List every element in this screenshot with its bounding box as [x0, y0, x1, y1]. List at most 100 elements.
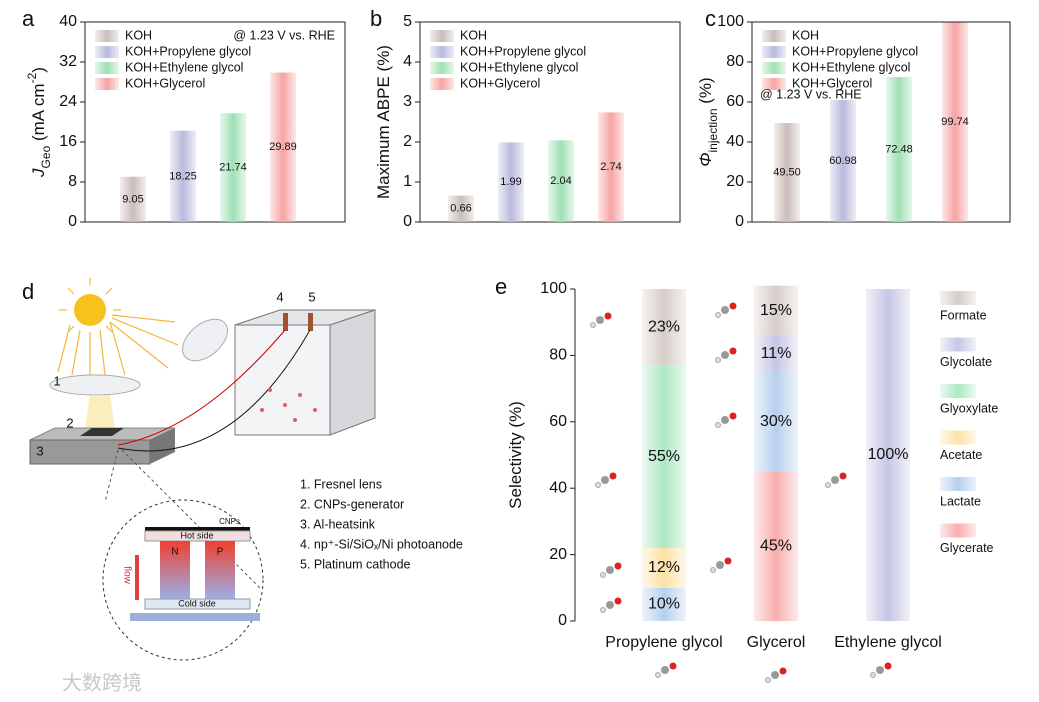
y-axis-label-part: injection	[706, 108, 720, 152]
y-tick-label: 32	[59, 53, 77, 70]
bar	[942, 22, 968, 222]
legend-label: Glycerate	[940, 541, 994, 555]
molecule-atom	[606, 566, 614, 574]
legend-swatch	[95, 62, 119, 74]
legend-swatch	[430, 30, 454, 42]
bubbles	[260, 388, 317, 422]
molecule-atom	[590, 322, 596, 328]
legend-label: Formate	[940, 308, 987, 322]
data-label: 0.66	[450, 203, 471, 215]
light-beam	[85, 395, 115, 430]
inset-heatsink	[130, 613, 260, 621]
plot-frame	[84, 21, 346, 223]
y-tick-label: 5	[403, 13, 412, 30]
legend-swatch	[95, 46, 119, 58]
sun	[74, 294, 106, 326]
legend-label: KOH	[792, 28, 819, 42]
y-axis-label-part: )	[29, 67, 48, 73]
bar-segment	[642, 547, 686, 588]
molecule-atom	[884, 662, 892, 670]
molecule-atom	[601, 476, 609, 484]
data-label: 55%	[648, 448, 680, 465]
data-label: 11%	[761, 345, 792, 362]
legend-swatch	[95, 30, 119, 42]
y-tick-label: 100	[717, 13, 744, 30]
bar	[548, 140, 574, 222]
legend-swatch	[940, 337, 976, 352]
molecule-atom	[716, 561, 724, 569]
p-leg	[205, 541, 235, 599]
data-label: 15%	[760, 302, 792, 319]
molecule-atom	[729, 412, 737, 420]
bar-segment	[642, 289, 686, 366]
y-tick-label: 16	[59, 133, 77, 150]
data-label: 12%	[648, 559, 680, 576]
data-label: 2.04	[550, 175, 571, 187]
legend-label: Glycolate	[940, 355, 992, 369]
y-tick-label: 3	[403, 93, 412, 110]
legend-swatch	[940, 384, 976, 398]
legend-swatch	[762, 62, 786, 74]
y-tick-label: 0	[68, 213, 77, 230]
y-axis-label-part: (%)	[696, 77, 715, 108]
y-tick-label: 100	[540, 280, 567, 297]
y-axis-label-part: -2	[25, 72, 39, 83]
panel-label: a	[22, 6, 35, 31]
molecule-atom	[609, 472, 617, 480]
molecule-atom	[614, 562, 622, 570]
zoom-line	[104, 449, 119, 503]
molecule-atom	[715, 357, 721, 363]
legend-label: Acetate	[940, 448, 982, 462]
y-axis-label-part: Maximum ABPE (%)	[374, 45, 393, 199]
legend-label: Lactate	[940, 494, 981, 508]
data-label: 60.98	[829, 155, 857, 167]
y-tick-label: 1	[403, 173, 412, 190]
legend-swatch	[95, 78, 119, 90]
data-label: 1.99	[500, 176, 521, 188]
legend-swatch	[940, 291, 976, 305]
bar-segment	[866, 289, 910, 621]
molecule-atom	[655, 672, 661, 678]
cell-front	[234, 324, 331, 436]
y-tick-label: 20	[726, 173, 744, 190]
y-tick-label: 80	[726, 53, 744, 70]
inset-label: P	[217, 547, 224, 558]
legend-item: 1. Fresnel lens	[300, 477, 382, 491]
cell-side	[329, 309, 376, 436]
legend-swatch	[430, 62, 454, 74]
bar-segment	[754, 471, 798, 621]
bar-segment	[642, 587, 686, 621]
data-label: 2.74	[600, 161, 621, 173]
legend-label: Glyoxylate	[940, 401, 998, 415]
molecule-atom	[729, 347, 737, 355]
diagram	[29, 278, 376, 661]
y-tick-label: 24	[59, 93, 77, 110]
y-tick-label: 40	[726, 133, 744, 150]
molecule-atom	[825, 482, 831, 488]
y-tick-label: 60	[549, 413, 567, 430]
data-label: 45%	[760, 538, 792, 555]
data-label: 72.48	[885, 143, 913, 155]
bar	[886, 77, 912, 222]
y-axis-label: Maximum ABPE (%)	[374, 45, 393, 199]
legend-label: KOH	[460, 28, 487, 42]
molecule-atom	[870, 672, 876, 678]
molecule-atom	[595, 482, 601, 488]
cnps-layer	[145, 527, 250, 531]
molecule-atom	[600, 607, 606, 613]
data-label: 99.74	[941, 116, 969, 128]
molecule-atom	[661, 666, 669, 674]
data-label: 23%	[648, 318, 680, 335]
diagram-number: 5	[308, 289, 315, 304]
y-axis-label-part: Φ	[696, 152, 715, 166]
molecule-atom	[604, 312, 612, 320]
y-axis-label-part: Geo	[39, 145, 53, 168]
legend-item: 5. Platinum cathode	[300, 557, 411, 571]
legend-item: 3. Al-heatsink	[300, 517, 376, 531]
diagram-number: 4	[276, 289, 283, 304]
molecule-atom	[765, 677, 771, 683]
legend-swatch	[762, 30, 786, 42]
data-label: 10%	[648, 596, 680, 613]
y-tick-label: 80	[549, 347, 567, 364]
